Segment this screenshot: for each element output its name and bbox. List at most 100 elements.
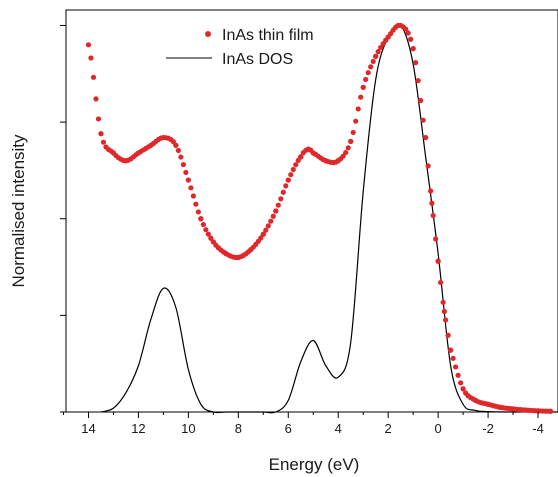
x-tick-label: 2 (385, 421, 392, 436)
data-point (185, 177, 191, 183)
x-tick-label: 14 (81, 421, 95, 436)
data-point (360, 84, 366, 90)
data-point (348, 138, 354, 145)
x-tick-label: 0 (435, 421, 442, 436)
data-point (441, 308, 447, 315)
data-point (370, 58, 376, 65)
data-point (190, 193, 196, 199)
data-point (375, 49, 381, 55)
data-point (203, 227, 209, 233)
x-tick-label: 12 (131, 421, 145, 436)
data-point (365, 70, 371, 76)
data-point (363, 76, 369, 83)
data-point (445, 332, 451, 338)
data-point (345, 145, 351, 151)
data-point (460, 386, 466, 392)
x-axis-title: Energy (eV) (269, 455, 360, 474)
data-point (435, 258, 441, 264)
x-tick-label: 8 (235, 421, 242, 436)
legend: InAs thin film InAs DOS (166, 27, 314, 68)
data-point (547, 408, 554, 414)
plot-frame (65, 9, 558, 413)
data-point (415, 77, 421, 84)
data-point (85, 42, 92, 48)
data-point (93, 96, 99, 102)
legend-label-thin-film: InAs thin film (222, 27, 314, 44)
data-point (268, 218, 274, 224)
data-point (275, 202, 281, 208)
y-axis (60, 24, 66, 413)
data-point (273, 208, 279, 214)
data-point (293, 162, 299, 168)
data-point (205, 231, 211, 237)
x-tick-label: 10 (181, 421, 195, 436)
data-point (443, 317, 449, 323)
data-point (373, 53, 379, 59)
data-point (180, 161, 186, 168)
data-point (288, 172, 294, 178)
data-point (457, 380, 464, 386)
data-point (420, 117, 426, 123)
data-point (285, 177, 291, 183)
data-point (198, 216, 204, 222)
y-axis-title: Normalised intensity (9, 134, 28, 288)
data-point (270, 213, 276, 219)
x-tick-label: -4 (532, 421, 544, 436)
data-point (433, 236, 439, 242)
data-point (173, 142, 179, 148)
data-point (195, 209, 201, 215)
data-point (98, 131, 104, 137)
data-point (368, 64, 374, 70)
legend-marker-thin-film (205, 31, 211, 37)
data-point (405, 30, 411, 36)
data-point (200, 221, 206, 228)
data-point (429, 200, 435, 206)
data-point (90, 74, 97, 80)
data-point (280, 189, 286, 195)
data-point (258, 235, 264, 241)
data-point (428, 188, 434, 194)
data-point (298, 154, 304, 160)
data-point (208, 235, 214, 241)
dos-series (100, 23, 558, 414)
x-axis: 14 12 10 8 6 4 2 0 -2 -4 (63, 412, 544, 436)
data-point (408, 36, 414, 42)
dos-line (100, 23, 558, 414)
data-point (453, 364, 459, 370)
data-point (440, 299, 446, 305)
data-point (430, 212, 436, 219)
data-point (260, 231, 266, 237)
data-point (448, 347, 454, 353)
legend-label-dos: InAs DOS (222, 51, 293, 68)
data-point (95, 116, 102, 122)
data-point (183, 169, 189, 176)
data-point (283, 183, 289, 189)
data-point (438, 279, 444, 286)
data-point (455, 372, 461, 378)
data-point (410, 46, 416, 52)
x-tick-label: -2 (482, 421, 494, 436)
data-point (413, 60, 419, 66)
data-point (175, 147, 181, 154)
data-point (358, 94, 364, 100)
data-point (188, 185, 194, 191)
data-point (265, 223, 271, 229)
data-point (193, 201, 199, 207)
data-point (350, 129, 356, 136)
data-point (425, 163, 431, 169)
x-tick-label: 6 (285, 421, 292, 436)
data-point (290, 166, 296, 173)
data-point (418, 97, 424, 104)
data-point (263, 227, 269, 233)
data-point (343, 149, 349, 156)
x-tick-label: 4 (335, 421, 342, 436)
thin-film-series (85, 22, 554, 414)
data-point (403, 26, 409, 32)
data-point (178, 154, 184, 160)
data-point (88, 55, 94, 61)
data-point (378, 44, 384, 51)
data-point (355, 106, 361, 112)
data-point (450, 355, 456, 361)
data-point (353, 118, 359, 124)
